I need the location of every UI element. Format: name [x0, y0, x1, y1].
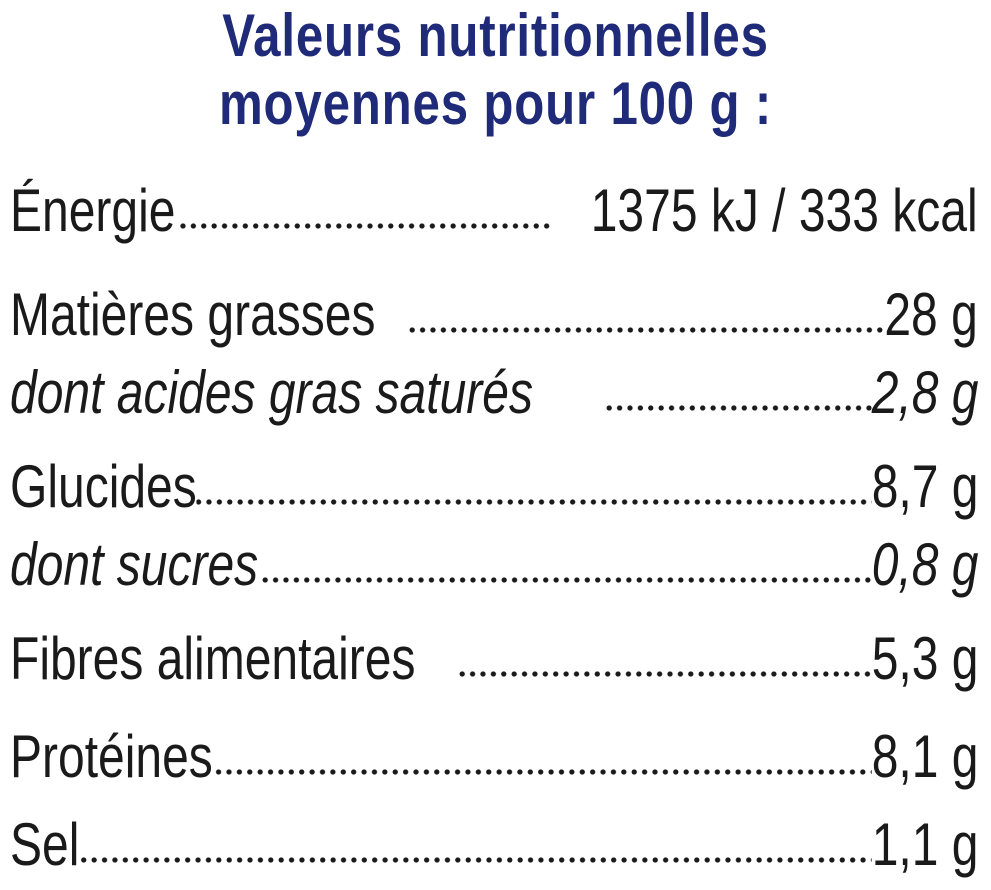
row-label: Sel — [10, 810, 80, 880]
row-value: 1375 kJ / 333 kcal — [591, 176, 978, 246]
row-value: 0,8 g — [871, 530, 978, 600]
row-sucres: dont sucres 0,8 g — [10, 530, 978, 600]
row-value: 8,7 g — [871, 452, 978, 522]
dot-leader — [203, 769, 905, 775]
row-label: Protéines — [10, 722, 213, 792]
dot-leader — [603, 405, 905, 411]
row-acides-gras-satures: dont acides gras saturés 2,8 g — [10, 358, 978, 428]
dot-leader — [406, 327, 922, 333]
row-value: 1,1 g — [871, 810, 978, 880]
title-line-1: Valeurs nutritionnelles — [222, 2, 769, 69]
dot-leader — [260, 577, 905, 583]
row-proteines: Protéines 8,1 g — [10, 722, 978, 792]
nutrition-title: Valeurs nutritionnelles moyennes pour 10… — [89, 2, 902, 138]
row-matieres-grasses: Matières grasses 28 g — [10, 280, 978, 350]
row-value: 28 g — [884, 280, 978, 350]
row-label: Énergie — [10, 176, 176, 246]
row-sel: Sel 1,1 g — [10, 810, 978, 880]
dot-leader — [456, 671, 905, 677]
row-value: 2,8 g — [871, 358, 978, 428]
dot-leader — [36, 857, 905, 863]
row-value: 5,3 g — [871, 624, 978, 694]
row-fibres: Fibres alimentaires 5,3 g — [10, 624, 978, 694]
row-energie: Énergie 1375 kJ / 333 kcal — [10, 176, 978, 246]
row-label: dont sucres — [10, 530, 259, 600]
row-label: dont acides gras saturés — [10, 358, 533, 428]
row-label: Fibres alimentaires — [10, 624, 416, 694]
dot-leader — [183, 499, 905, 505]
row-label: Matières grasses — [10, 280, 376, 350]
title-line-2: moyennes pour 100 g : — [218, 70, 773, 137]
row-glucides: Glucides 8,7 g — [10, 452, 978, 522]
row-value: 8,1 g — [871, 722, 978, 792]
dot-leader — [156, 223, 555, 229]
row-label: Glucides — [10, 452, 197, 522]
